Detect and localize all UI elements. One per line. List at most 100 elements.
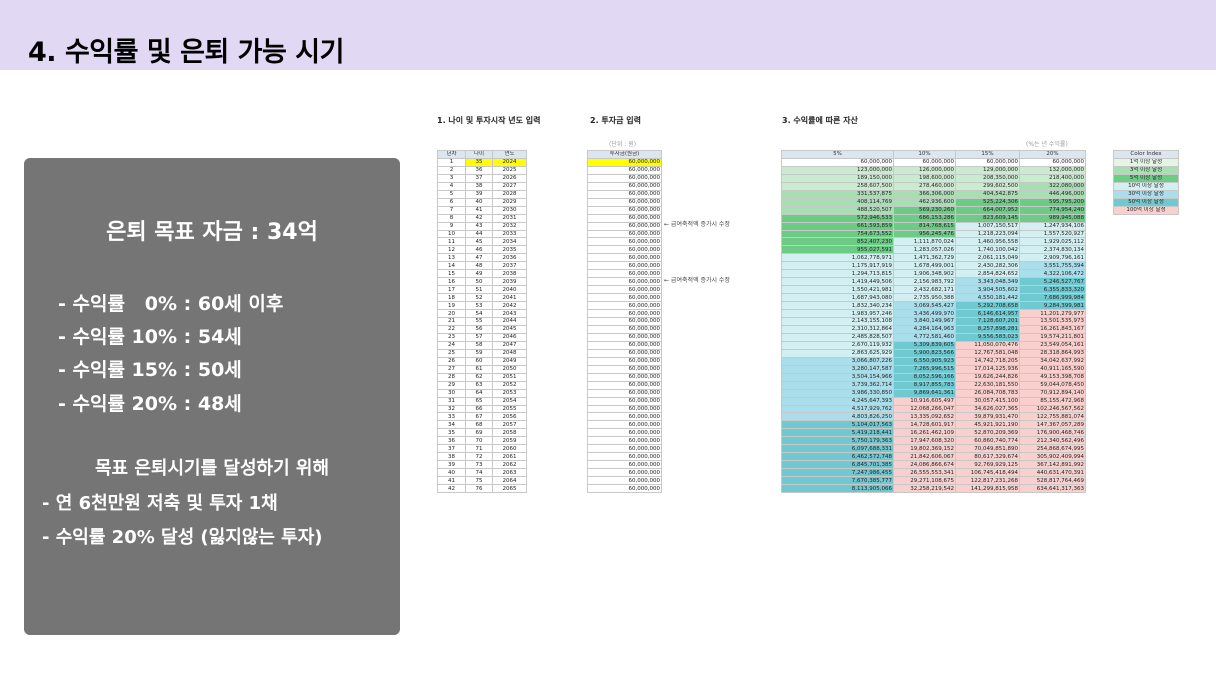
table-cell: 446,496,000 — [1019, 189, 1086, 199]
assets-section-title: 3. 수익률에 따른 자산 — [782, 116, 858, 125]
legend-label: 1억 이상 달성 — [1113, 157, 1179, 167]
table-cell: 488,520,507 — [781, 205, 894, 215]
table-cell: 69 — [465, 428, 493, 438]
table-cell: 1,832,340,234 — [781, 301, 894, 311]
table-cell: 3,551,755,394 — [1019, 261, 1086, 271]
table-row: 32 66 2055 — [437, 404, 527, 414]
table-cell: 45 — [465, 237, 493, 247]
table-cell: 33 — [437, 412, 466, 422]
investment-section-title: 2. 투자금 입력 — [590, 116, 641, 125]
table-cell: 3,069,545,427 — [893, 301, 956, 311]
table-row: 8 42 2031 — [437, 213, 527, 223]
table-cell: 989,945,088 — [1019, 213, 1086, 223]
table-cell: 32 — [437, 404, 466, 414]
table-cell: 60,000,000 — [587, 221, 662, 231]
table-cell: 2027 — [492, 181, 527, 191]
table-cell: 1,550,421,981 — [781, 285, 894, 295]
table-cell: 6,097,688,331 — [781, 444, 894, 454]
table-row: 8,113,905,066 32,258,219,542 141,299,815,9… — [781, 484, 1086, 493]
table-cell: 70 — [465, 436, 493, 446]
table-row: 572,946,533 686,153,286 823,609,145 989,945… — [781, 213, 1086, 223]
table-cell: 2038 — [492, 269, 527, 279]
table-row: 2,143,155,108 3,840,149,967 7,128,607,201 1… — [781, 317, 1086, 326]
table-row: 60,000,000 — [587, 324, 662, 334]
table-cell: 814,768,615 — [893, 221, 956, 231]
age-section-title: 1. 나이 및 투자시작 년도 입력 — [437, 116, 541, 125]
table-cell: 60,000,000 — [587, 484, 662, 493]
table-cell: 34,626,027,365 — [955, 404, 1020, 414]
table-row: 60,000,000 — [587, 309, 662, 319]
table-row: 35 69 2058 — [437, 428, 527, 438]
table-row: 60,000,000 — [587, 189, 662, 199]
legend-item: 50억 이상 달성 — [1113, 197, 1179, 207]
table-row: 60,000,000 — [587, 468, 662, 478]
table-cell: 198,600,000 — [893, 173, 956, 183]
table-cell: 60,000,000 — [587, 197, 662, 207]
table-cell: 12 — [437, 245, 466, 255]
table-cell: 126,000,000 — [893, 165, 956, 175]
column-header: 15% — [955, 150, 1020, 159]
table-row: 60,000,000 — [587, 301, 662, 311]
table-cell: 35 — [437, 428, 466, 438]
table-cell: 440,631,470,391 — [1019, 468, 1086, 478]
table-row: 4,803,826,250 13,335,092,652 39,879,931,47… — [781, 412, 1086, 422]
table-cell: 1,007,150,517 — [955, 221, 1020, 231]
table-header-row: 년차 나이 연도 — [437, 150, 527, 159]
table-cell: 63 — [465, 380, 493, 390]
table-cell: 7,265,996,515 — [893, 364, 956, 374]
table-cell: 13,501,535,973 — [1019, 317, 1086, 326]
table-row: 3,066,807,226 6,550,905,923 14,742,718,205… — [781, 356, 1086, 366]
table-cell: 1 — [437, 157, 466, 167]
table-row: 23 57 2046 — [437, 332, 527, 342]
table-cell: 1,740,100,042 — [955, 245, 1020, 255]
table-row: 4,517,929,762 12,068,266,047 34,626,027,36… — [781, 404, 1086, 414]
legend-item: 3억 이상 달성 — [1113, 165, 1179, 175]
table-cell: 10 — [437, 229, 466, 239]
table-row: 2,863,625,929 5,900,823,566 12,767,581,048… — [781, 348, 1086, 358]
table-cell: 28 — [437, 372, 466, 382]
legend-title: Color Index — [1113, 150, 1179, 159]
table-cell: 38 — [437, 452, 466, 462]
table-cell: 36 — [465, 165, 493, 175]
table-row: 5,104,017,563 14,728,601,917 45,921,921,19… — [781, 420, 1086, 430]
table-cell: 39,879,931,470 — [955, 412, 1020, 422]
table-cell: 37 — [465, 173, 493, 183]
table-cell: 52,870,209,369 — [955, 428, 1020, 438]
table-cell: 2061 — [492, 452, 527, 462]
table-cell: 2037 — [492, 261, 527, 271]
title-bar — [0, 0, 1216, 70]
table-cell: 40,911,165,590 — [1019, 364, 1086, 374]
table-cell: 6 — [437, 197, 466, 207]
table-cell: 1,218,223,094 — [955, 229, 1020, 239]
table-cell: 2046 — [492, 332, 527, 342]
table-cell: 14 — [437, 261, 466, 271]
table-cell: 4,284,164,963 — [893, 324, 956, 334]
table-cell: 123,000,000 — [781, 165, 894, 175]
table-cell: 60,000,000 — [587, 309, 662, 319]
table-cell: 2060 — [492, 444, 527, 454]
table-cell: 60,000,000 — [587, 317, 662, 326]
table-cell: 122,755,881,074 — [1019, 412, 1086, 422]
table-cell: 44 — [465, 229, 493, 239]
table-cell: 2,156,983,792 — [893, 277, 956, 287]
table-cell: 4 — [437, 181, 466, 191]
table-cell: 2,670,119,932 — [781, 340, 894, 350]
table-cell: 13,335,092,652 — [893, 412, 956, 422]
legend-label: 100억 이상 달성 — [1113, 205, 1179, 215]
table-cell: 129,000,000 — [955, 165, 1020, 175]
table-row: 16 50 2039 — [437, 277, 527, 287]
table-cell: 305,902,409,994 — [1019, 452, 1086, 462]
column-header: 연도 — [492, 150, 527, 159]
table-row: 3,280,147,587 7,265,996,515 17,014,125,936… — [781, 364, 1086, 374]
table-row: 60,000,000 — [587, 261, 662, 271]
table-cell: 29,271,108,675 — [893, 476, 956, 486]
table-row: 1,832,340,234 3,069,545,427 5,292,708,658 9… — [781, 301, 1086, 311]
table-row: 2 36 2025 — [437, 165, 527, 175]
table-row: 123,000,000 126,000,000 129,000,000 132,000… — [781, 165, 1086, 175]
table-row: 1 35 2024 — [437, 157, 527, 167]
column-header: 10% — [893, 150, 956, 159]
table-cell: 60,000,000 — [587, 157, 662, 167]
table-cell: 60,000,000 — [587, 340, 662, 350]
table-cell: 322,080,000 — [1019, 181, 1086, 191]
table-cell: 60,000,000 — [587, 253, 662, 263]
